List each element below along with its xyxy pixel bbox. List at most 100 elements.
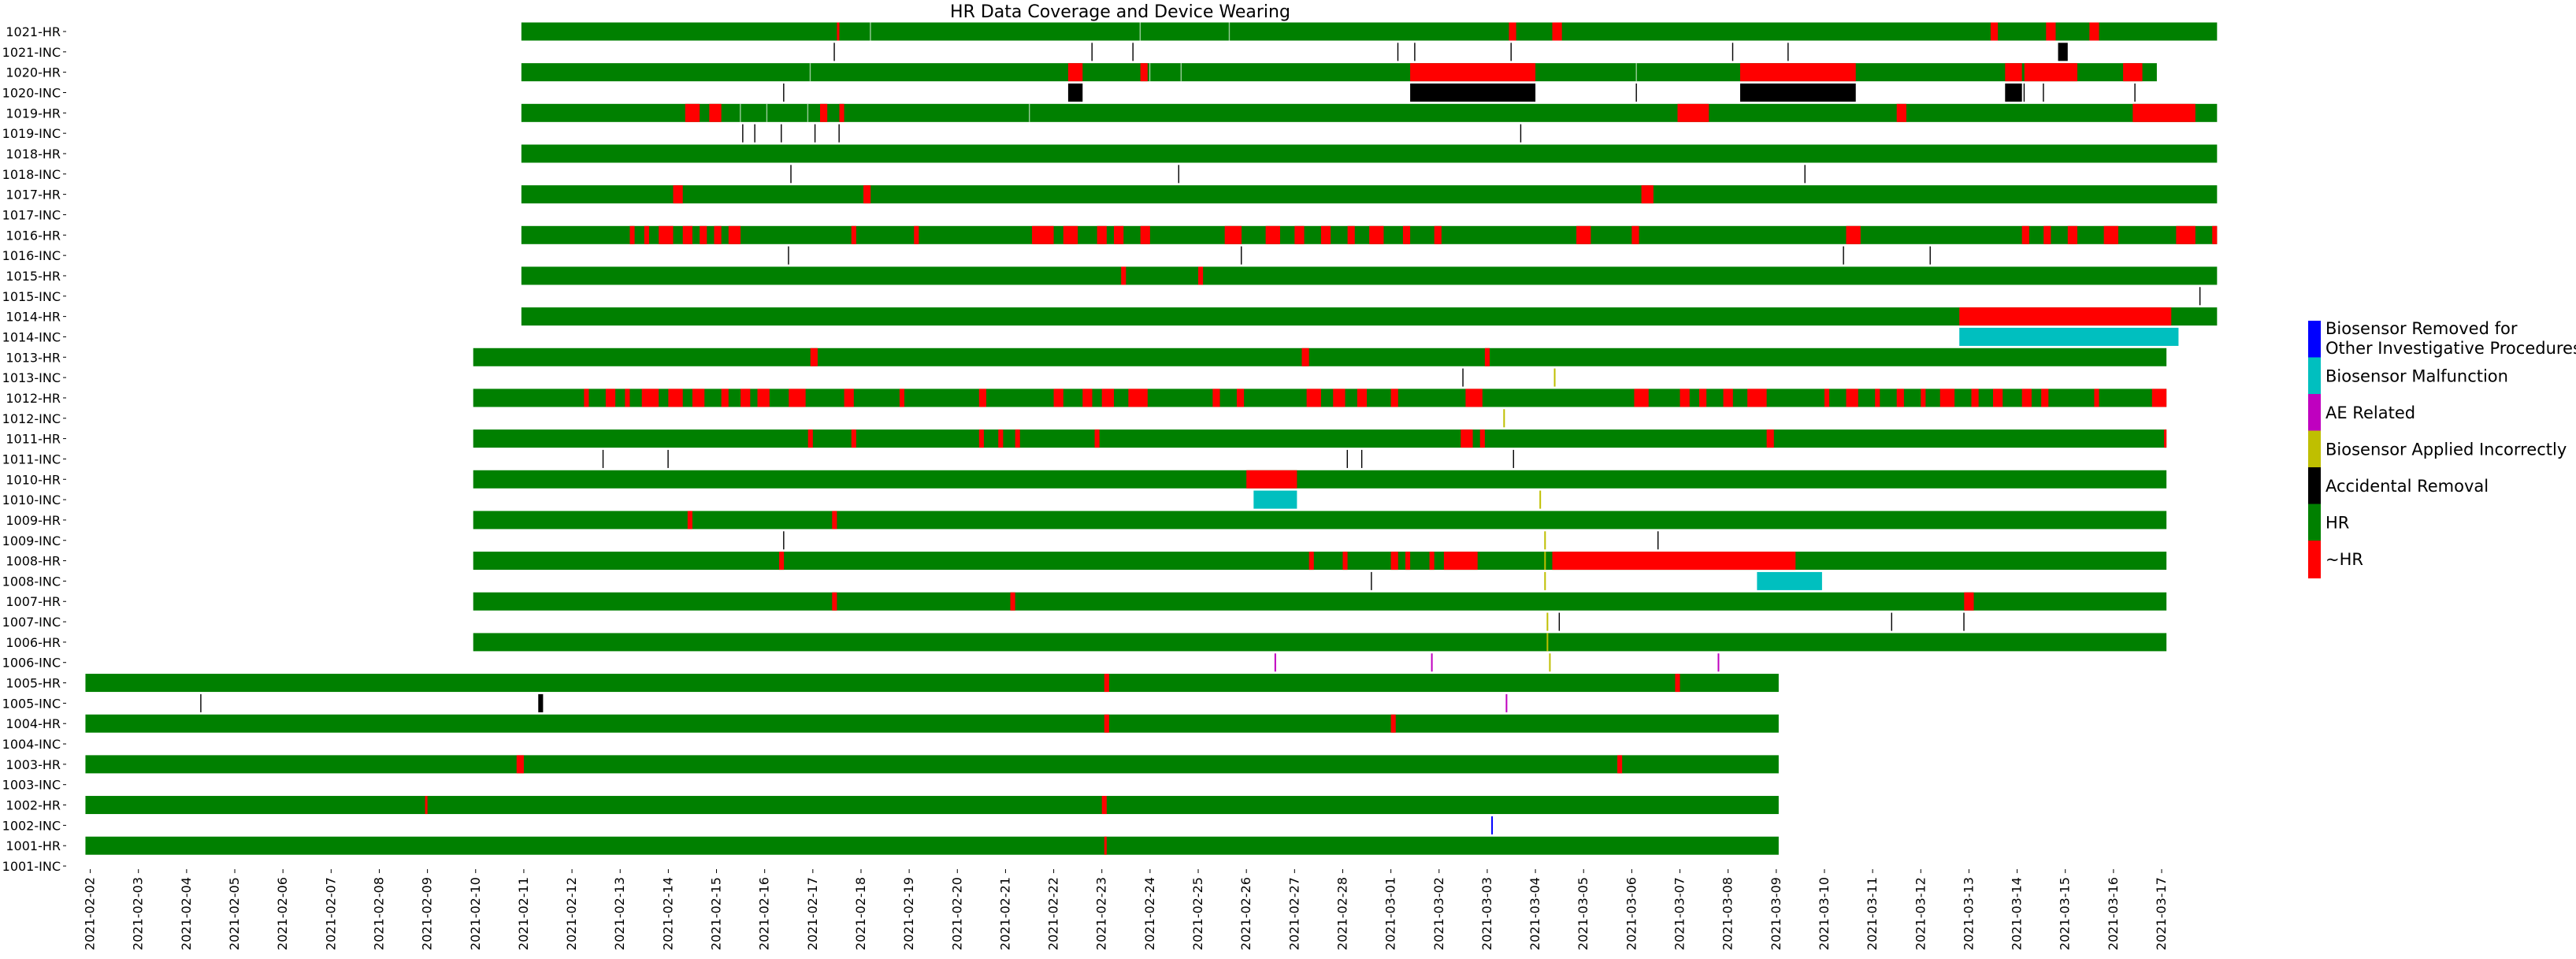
accidental-event-line xyxy=(1963,612,1965,631)
x-tick-label: 2021-03-17 xyxy=(2154,877,2169,950)
x-tick-label: 2021-02-05 xyxy=(227,877,242,950)
accidental-event-line xyxy=(788,246,789,265)
no-hr-segment xyxy=(673,185,683,204)
x-tick-label: 2021-02-12 xyxy=(564,877,579,950)
no-hr-segment xyxy=(998,429,1004,448)
x-tick-label: 2021-03-04 xyxy=(1527,877,1542,950)
row-label: 1009-INC xyxy=(2,533,61,548)
accidental-event-line xyxy=(1732,43,1734,61)
no-hr-segment xyxy=(714,225,722,244)
no-hr-segment xyxy=(1747,388,1767,407)
no-hr-segment xyxy=(1993,388,2003,407)
no-hr-segment xyxy=(1347,225,1355,244)
accidental-event-line xyxy=(1091,43,1093,61)
no-hr-segment xyxy=(1921,388,1926,407)
no-hr-segment xyxy=(837,22,840,41)
hr-coverage-bar xyxy=(473,592,2167,611)
accidental-event-line xyxy=(766,103,768,122)
no-hr-segment xyxy=(1015,429,1020,448)
row-label: 1019-HR xyxy=(6,106,61,121)
row-label: 1019-INC xyxy=(2,126,61,141)
hr-coverage-bar xyxy=(85,796,1779,815)
legend-swatch xyxy=(2308,357,2321,396)
hr-coverage-bar xyxy=(521,144,2218,163)
removed-other-event-line xyxy=(1491,816,1494,834)
no-hr-segment xyxy=(789,388,806,407)
no-hr-segment xyxy=(1212,388,1220,407)
no-hr-segment xyxy=(1429,552,1435,571)
no-hr-segment xyxy=(810,348,818,366)
no-hr-segment xyxy=(700,225,707,244)
no-hr-segment xyxy=(1357,388,1368,407)
no-hr-segment xyxy=(1677,103,1709,122)
applied-incorrectly-event-line xyxy=(1553,368,1556,387)
no-hr-segment xyxy=(1959,307,2172,326)
x-tick-label: 2021-02-18 xyxy=(853,877,868,950)
no-hr-segment xyxy=(1301,348,1309,366)
x-tick-label: 2021-02-22 xyxy=(1046,877,1061,950)
row-label: 1016-INC xyxy=(2,248,61,263)
legend-label: Biosensor Applied Incorrectly xyxy=(2325,440,2567,459)
x-tick-label: 2021-02-04 xyxy=(179,877,194,950)
coverage-bars xyxy=(85,22,2218,855)
no-hr-segment xyxy=(659,225,674,244)
accidental-event-line xyxy=(1360,449,1363,468)
no-hr-segment xyxy=(1465,388,1483,407)
no-hr-segment xyxy=(1128,388,1148,407)
no-hr-segment xyxy=(2212,225,2218,244)
no-hr-segment xyxy=(1094,429,1100,448)
row-label: 1004-INC xyxy=(2,737,61,752)
hr-coverage-bar xyxy=(473,511,2167,530)
row-label: 1008-INC xyxy=(2,574,61,589)
accidental-event-line xyxy=(833,43,835,61)
no-hr-segment xyxy=(1846,225,1861,244)
legend-label: ~HR xyxy=(2325,550,2363,569)
no-hr-segment xyxy=(1390,552,1398,571)
no-hr-segment xyxy=(1101,388,1115,407)
row-label: 1018-INC xyxy=(2,167,61,182)
row-label: 1009-HR xyxy=(6,513,61,528)
legend-swatch xyxy=(2308,430,2321,469)
x-tick-label: 2021-03-13 xyxy=(1961,877,1976,950)
accidental-event-line xyxy=(2134,83,2136,102)
no-hr-segment xyxy=(1739,63,1856,82)
applied-incorrectly-event-line xyxy=(1503,409,1505,428)
no-hr-segment xyxy=(899,388,905,407)
accidental-event-line xyxy=(1787,43,1789,61)
no-hr-segment xyxy=(1990,22,1999,41)
x-tick-label: 2021-02-02 xyxy=(83,877,98,950)
hr-coverage-bar xyxy=(85,674,1779,693)
no-hr-segment xyxy=(1479,429,1485,448)
legend-label: Accidental Removal xyxy=(2325,477,2489,496)
row-label: 1005-HR xyxy=(6,676,61,691)
x-tick-label: 2021-03-11 xyxy=(1865,877,1880,950)
x-tick-label: 2021-03-02 xyxy=(1431,877,1446,950)
ae-event-line xyxy=(1431,653,1433,672)
no-hr-segment xyxy=(1875,388,1880,407)
hr-coverage-bar xyxy=(473,633,2167,652)
no-hr-segment xyxy=(832,511,837,530)
x-tick-label: 2021-03-03 xyxy=(1479,877,1494,950)
no-hr-segment xyxy=(1824,388,1830,407)
no-hr-segment xyxy=(2123,63,2143,82)
no-hr-segment xyxy=(2094,388,2099,407)
x-tick-label: 2021-02-14 xyxy=(660,877,675,950)
x-tick-label: 2021-02-07 xyxy=(323,877,338,950)
no-hr-segment xyxy=(1121,266,1127,285)
no-hr-segment xyxy=(2164,429,2167,448)
no-hr-segment xyxy=(605,388,616,407)
no-hr-segment xyxy=(668,388,683,407)
no-hr-segment xyxy=(692,388,705,407)
no-hr-segment xyxy=(1308,552,1314,571)
accidental-event-line xyxy=(1657,531,1659,550)
hr-coverage-bar xyxy=(521,103,2218,122)
row-label: 1007-HR xyxy=(6,594,61,609)
x-tick-label: 2021-02-19 xyxy=(901,877,916,950)
no-hr-segment xyxy=(687,511,692,530)
no-hr-segment xyxy=(2151,388,2167,407)
no-hr-segment xyxy=(1333,388,1346,407)
no-hr-segment xyxy=(1114,225,1124,244)
x-tick-label: 2021-02-15 xyxy=(709,877,724,950)
accidental-event-line xyxy=(200,693,202,712)
applied-incorrectly-event-line xyxy=(1549,653,1551,672)
